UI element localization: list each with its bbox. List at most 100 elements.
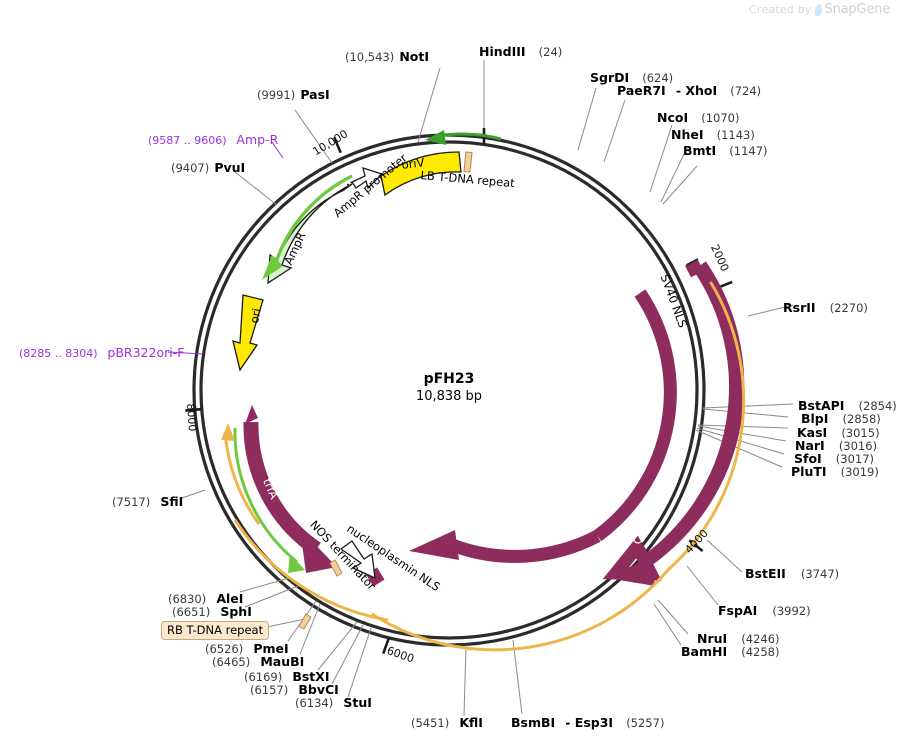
enzyme-pos-bbvCI: (6157) [250, 683, 289, 697]
enzyme-label-bmtI[interactable]: BmtI (1147) [683, 142, 768, 158]
enzyme-label-fspAI[interactable]: FspAI (3992) [718, 602, 811, 618]
enzyme-name-bbvCI: BbvCI [298, 682, 339, 697]
enzyme-label-kasI[interactable]: KasI (3015) [797, 424, 880, 440]
enzyme-pos-paeR7I: (724) [730, 84, 762, 98]
enzyme-pos-mauBI: (6465) [212, 655, 251, 669]
enzyme-label-nheI[interactable]: NheI (1143) [671, 126, 755, 142]
watermark-prefix: Created by [749, 3, 812, 16]
enzyme-pos-hindIII: (24) [538, 45, 563, 59]
plasmid-title: pFH23 10,838 bp [399, 371, 499, 405]
enzyme-name-nheI: NheI [671, 127, 704, 142]
enzyme-name-bsmBI: BsmBI [511, 715, 556, 730]
feature-cas9-inner [409, 289, 677, 563]
feature-tan-repeat-small [329, 559, 343, 577]
enzyme-pos-narI: (3016) [838, 439, 878, 453]
enzyme-name-notI: NotI [399, 49, 429, 64]
enzyme-pos-kflI: (5451) [411, 716, 450, 730]
enzyme-label-kflI[interactable]: (5451) KflI [411, 714, 483, 730]
snapgene-watermark: Created by SnapGene [749, 2, 890, 17]
enzyme-label-sfiI[interactable]: (7517) SfiI [112, 493, 183, 509]
enzyme-label-bamHI[interactable]: BamHI (4258) [681, 643, 779, 659]
enzyme-label-hindIII[interactable]: HindIII (24) [479, 43, 562, 59]
enzyme-name-blpI: BlpI [801, 411, 829, 426]
primer-name-ampR: Amp-R [236, 132, 279, 147]
enzyme-label-pvuI[interactable]: (9407) PvuI [171, 159, 245, 175]
enzyme-pos-notI: (10,543) [345, 50, 395, 64]
enzyme-label-paeR7I[interactable]: PaeR7I - XhoI (724) [617, 82, 761, 98]
enzyme-pos-sgrDI: (624) [642, 71, 674, 85]
enzyme-pos-sphI: (6651) [172, 605, 211, 619]
enzyme-pos-sfiI: (7517) [112, 495, 151, 509]
feature-trfa [243, 405, 337, 573]
enzyme-name-sfiI: SfiI [160, 494, 184, 509]
enzyme-name-mauBI: MauBI [260, 654, 305, 669]
enzyme-pos-kasI: (3015) [841, 426, 880, 440]
watermark-brand: SnapGene [824, 2, 891, 17]
enzyme-name-bstXI: BstXI [292, 669, 330, 684]
enzyme-pos-pvuI: (9407) [171, 161, 210, 175]
enzyme-pos-bamHI: (4258) [741, 645, 780, 659]
enzyme-label-pluTI[interactable]: PluTI (3019) [791, 463, 879, 479]
enzyme-label-pasI[interactable]: (9991) PasI [257, 86, 330, 102]
enzyme-label-aleI[interactable]: (6830) AleI [168, 590, 243, 606]
primer-label-pbr322ori[interactable]: (8285 .. 8304) pBR322ori-F [19, 346, 184, 360]
enzyme-pos-nheI: (1143) [716, 128, 755, 142]
enzyme-label-ncoI[interactable]: NcoI (1070) [657, 109, 739, 125]
enzyme-pos-nruI: (4246) [741, 632, 780, 646]
enzyme-pos-bmtI: (1147) [729, 144, 768, 158]
enzyme-pos-aleI: (6830) [168, 592, 207, 606]
enzyme-name-bmtI: BmtI [683, 143, 717, 158]
feature-ampr-promoter [346, 167, 384, 190]
snapgene-leaf-icon [813, 3, 823, 16]
plasmid-size: 10,838 bp [415, 388, 483, 404]
feature-ampr [267, 183, 353, 285]
plasmid-name: pFH23 [423, 371, 475, 387]
enzyme-pos-ncoI: (1070) [701, 111, 740, 125]
feature-sv40-nls [685, 258, 704, 278]
enzyme-label-bstAPI[interactable]: BstAPI (2854) [798, 397, 897, 413]
enzyme-name-hindIII: HindIII [479, 44, 526, 59]
enzyme-label-narI[interactable]: NarI (3016) [795, 437, 877, 453]
enzyme-alias-paeR7I: - XhoI [675, 83, 718, 98]
feature-oriv [380, 151, 462, 197]
enzyme-label-bstEII[interactable]: BstEII (3747) [745, 565, 839, 581]
enzyme-pos-rsrII: (2270) [829, 301, 868, 315]
orange-arc-trfa [221, 423, 261, 525]
enzyme-label-sfoI[interactable]: SfoI (3017) [794, 450, 874, 466]
orange-arc-bottom [233, 519, 389, 622]
enzyme-name-rsrII: RsrII [783, 300, 816, 315]
enzyme-name-bamHI: BamHI [681, 644, 728, 659]
enzyme-name-nruI: NruI [697, 631, 728, 646]
enzyme-name-pluTI: PluTI [791, 464, 827, 479]
enzyme-pos-bstAPI: (2854) [858, 399, 897, 413]
enzyme-label-bsmBI[interactable]: BsmBI - Esp3I (5257) [511, 714, 664, 730]
enzyme-label-blpI[interactable]: BlpI (2858) [801, 410, 881, 426]
feature-nos-terminator [339, 540, 376, 580]
enzyme-pos-bsmBI: (5257) [626, 716, 665, 730]
enzyme-label-sphI[interactable]: (6651) SphI [172, 603, 252, 619]
enzyme-pos-bstEII: (3747) [800, 567, 840, 581]
enzyme-label-mauBI[interactable]: (6465) MauBI [212, 653, 304, 669]
enzyme-label-rsrII[interactable]: RsrII (2270) [783, 299, 868, 315]
enzyme-label-bbvCI[interactable]: (6157) BbvCI [250, 681, 339, 697]
enzyme-name-bstAPI: BstAPI [798, 398, 845, 413]
enzyme-label-pmeI[interactable]: (6526) PmeI [205, 640, 289, 656]
green-arc-ampr [262, 174, 353, 280]
enzyme-name-pasI: PasI [300, 87, 330, 102]
enzyme-pos-blpI: (2858) [842, 412, 881, 426]
enzyme-label-nruI[interactable]: NruI (4246) [697, 630, 780, 646]
enzyme-pos-fspAI: (3992) [772, 604, 811, 618]
enzyme-leader-lines [167, 60, 794, 717]
enzyme-label-sgrDI[interactable]: SgrDI (624) [590, 69, 673, 85]
enzyme-name-stuI: StuI [343, 695, 372, 710]
enzyme-label-bstXI[interactable]: (6169) BstXI [244, 668, 330, 684]
enzyme-pos-sfoI: (3017) [835, 452, 875, 466]
enzyme-label-notI[interactable]: (10,543) NotI [345, 48, 429, 64]
primer-label-ampR[interactable]: (9587 .. 9606) Amp-R [148, 132, 279, 147]
enzyme-name-sfoI: SfoI [794, 451, 822, 466]
feature-label-ori: ori [247, 306, 264, 325]
enzyme-pos-pasI: (9991) [257, 88, 296, 102]
enzyme-label-stuI[interactable]: (6134) StuI [295, 694, 372, 710]
enzyme-name-fspAI: FspAI [718, 603, 758, 618]
enzyme-alias-bsmBI: - Esp3I [565, 715, 614, 730]
